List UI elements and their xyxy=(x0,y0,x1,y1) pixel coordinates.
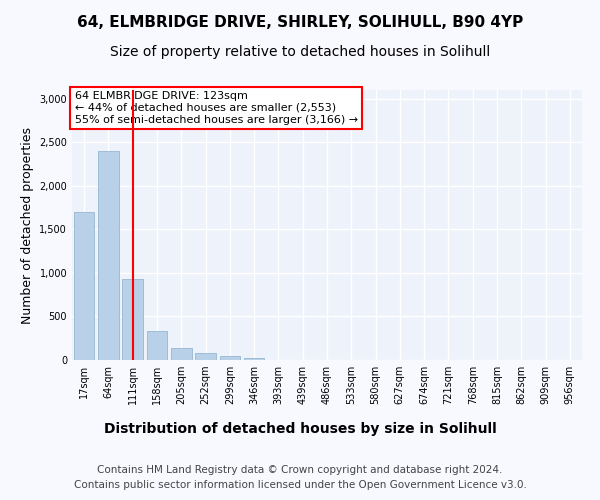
Text: Contains public sector information licensed under the Open Government Licence v3: Contains public sector information licen… xyxy=(74,480,526,490)
Bar xyxy=(122,279,143,360)
Bar xyxy=(220,356,240,360)
Bar xyxy=(98,151,119,360)
Text: Size of property relative to detached houses in Solihull: Size of property relative to detached ho… xyxy=(110,45,490,59)
Y-axis label: Number of detached properties: Number of detached properties xyxy=(21,126,34,324)
Bar xyxy=(74,212,94,360)
Text: 64, ELMBRIDGE DRIVE, SHIRLEY, SOLIHULL, B90 4YP: 64, ELMBRIDGE DRIVE, SHIRLEY, SOLIHULL, … xyxy=(77,15,523,30)
Bar xyxy=(146,332,167,360)
Bar xyxy=(244,358,265,360)
Bar xyxy=(195,353,216,360)
Text: Contains HM Land Registry data © Crown copyright and database right 2024.: Contains HM Land Registry data © Crown c… xyxy=(97,465,503,475)
Bar xyxy=(171,348,191,360)
Text: Distribution of detached houses by size in Solihull: Distribution of detached houses by size … xyxy=(104,422,496,436)
Text: 64 ELMBRIDGE DRIVE: 123sqm
← 44% of detached houses are smaller (2,553)
55% of s: 64 ELMBRIDGE DRIVE: 123sqm ← 44% of deta… xyxy=(74,92,358,124)
